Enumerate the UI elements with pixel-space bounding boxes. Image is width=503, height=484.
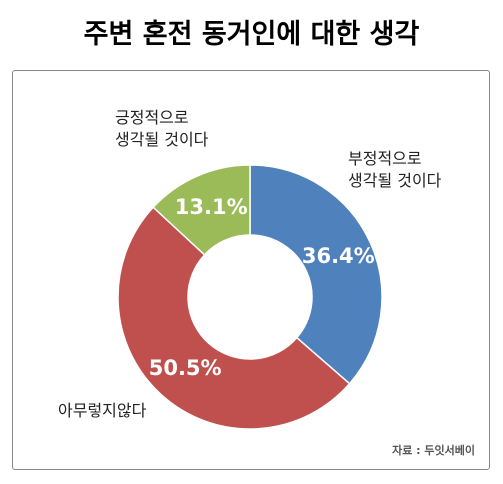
value-label: 13.1% <box>175 195 248 219</box>
donut-segment <box>117 206 351 430</box>
value-label: 36.4% <box>302 244 375 268</box>
source: 자료 : 두잇서베이 <box>392 444 475 457</box>
category-label: 긍정적으로 생각될 것이다 <box>115 108 209 149</box>
donut-segment <box>249 164 383 385</box>
category-label: 부정적으로 생각될 것이다 <box>348 149 442 190</box>
donut-segment <box>152 164 251 256</box>
chart-frame <box>12 70 490 470</box>
category-label: 아무렇지않다 <box>58 401 147 420</box>
value-label: 50.5% <box>149 356 222 380</box>
chart-title: 주변 혼전 동거인에 대한 생각 <box>83 19 420 50</box>
